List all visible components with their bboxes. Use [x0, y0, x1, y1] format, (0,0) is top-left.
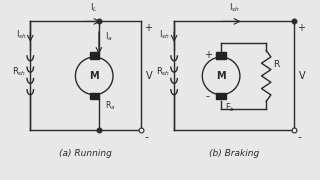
Text: R$_a$: R$_a$	[106, 99, 116, 112]
Text: +: +	[144, 23, 152, 33]
Text: I$_L$: I$_L$	[91, 1, 98, 14]
Text: V: V	[299, 71, 306, 81]
Text: M: M	[216, 71, 226, 81]
Bar	[90, 93, 99, 99]
Text: -: -	[144, 132, 148, 142]
Text: R$_{sh}$: R$_{sh}$	[12, 66, 27, 78]
Bar	[216, 93, 226, 99]
Text: M: M	[89, 71, 99, 81]
Text: (a) Running: (a) Running	[59, 149, 112, 158]
Text: +: +	[297, 23, 305, 33]
Text: E$_b$: E$_b$	[225, 101, 235, 114]
Text: R: R	[273, 60, 279, 69]
Bar	[216, 52, 226, 59]
Bar	[90, 52, 99, 59]
Text: -: -	[297, 132, 301, 142]
Text: I$_{sh}$: I$_{sh}$	[16, 28, 27, 41]
Text: V: V	[146, 71, 153, 81]
Text: I$_{sh}$: I$_{sh}$	[159, 28, 170, 41]
Text: I$_a$: I$_a$	[105, 30, 112, 43]
Text: (b) Braking: (b) Braking	[209, 149, 260, 158]
Text: -: -	[206, 92, 210, 102]
Text: +: +	[204, 50, 212, 60]
Text: R$_{sh}$: R$_{sh}$	[156, 66, 170, 78]
Text: I$_{sh}$: I$_{sh}$	[229, 1, 240, 14]
